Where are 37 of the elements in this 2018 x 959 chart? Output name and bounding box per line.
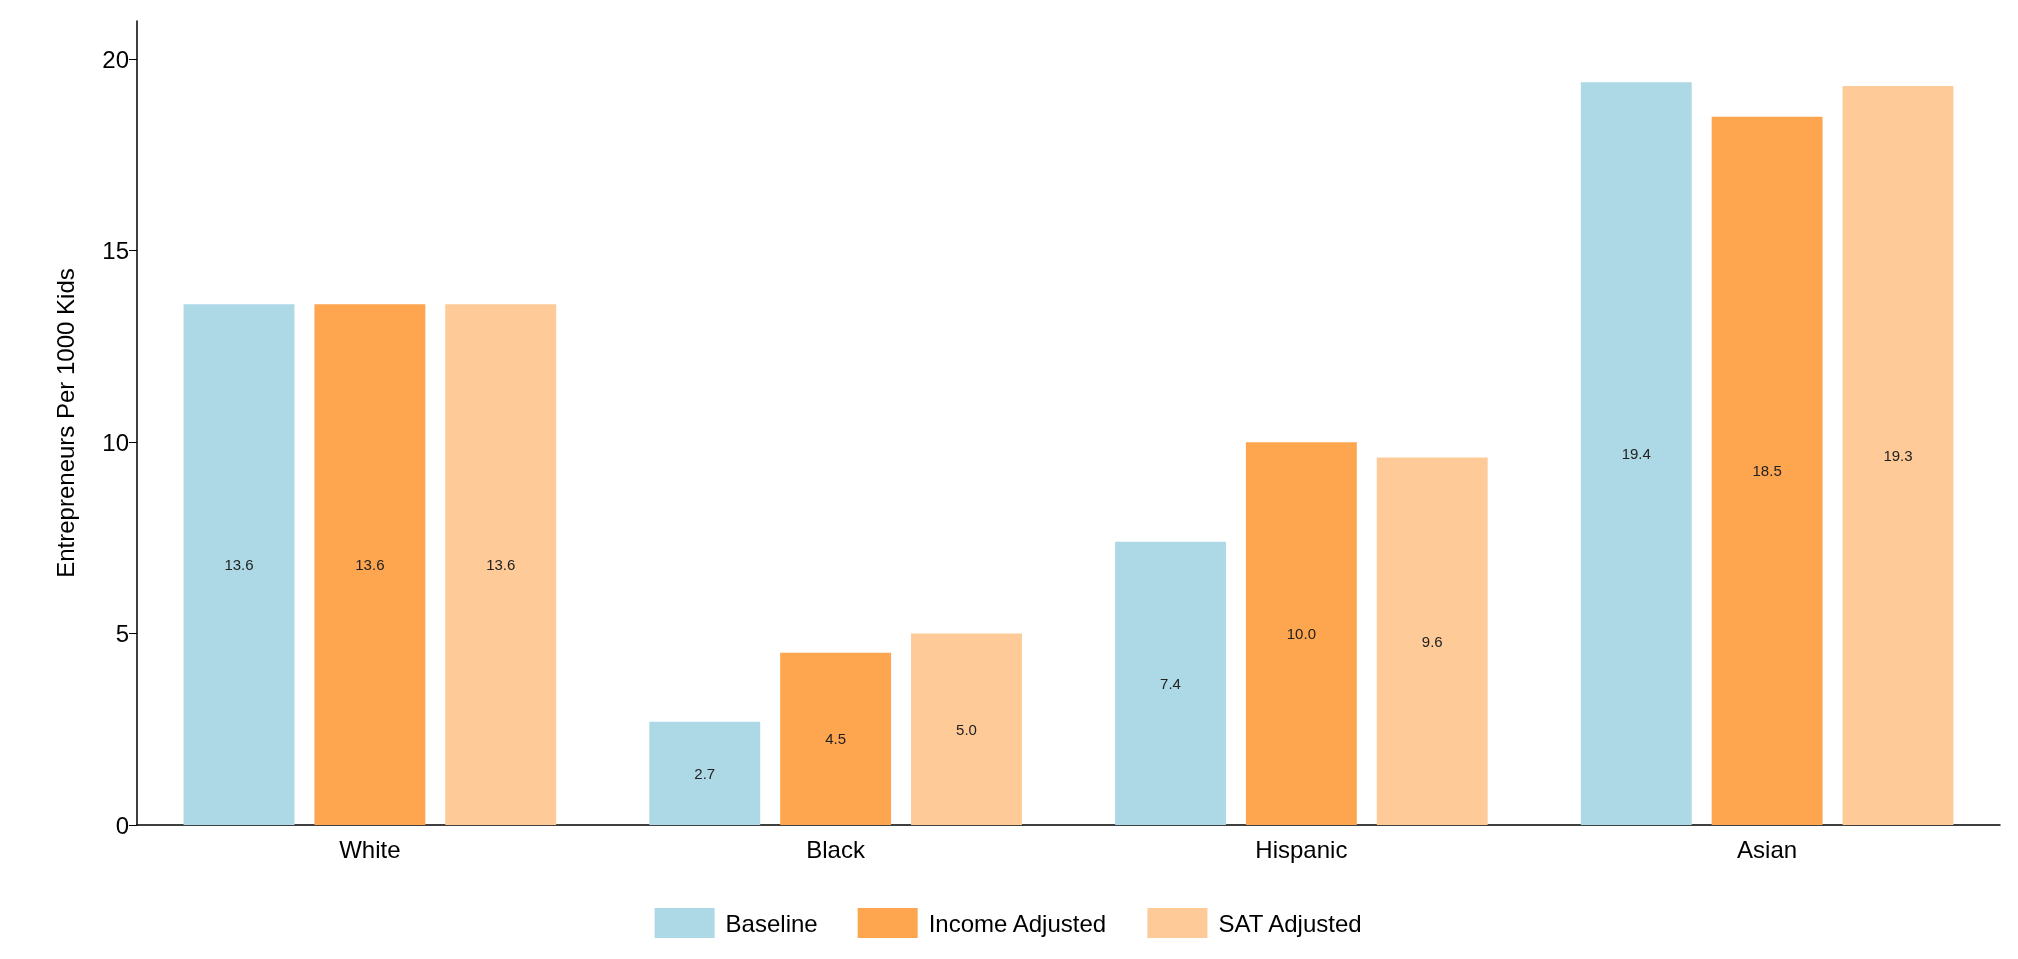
data-label: 19.3	[1883, 447, 1913, 465]
bar	[1580, 82, 1692, 825]
data-label: 9.6	[1421, 632, 1443, 650]
data-label: 10.0	[1286, 625, 1316, 643]
x-tick-label: Black	[806, 835, 866, 863]
y-tick-label: 10	[102, 428, 129, 456]
data-label: 4.5	[825, 730, 847, 748]
y-axis-title: Entrepreneurs Per 1000 Kids	[51, 268, 79, 578]
data-label: 2.7	[694, 764, 716, 782]
data-label: 13.6	[224, 556, 254, 574]
bar	[445, 304, 557, 825]
y-tick-label: 0	[115, 811, 129, 839]
data-label: 13.6	[486, 556, 516, 574]
data-label: 13.6	[355, 556, 385, 574]
bar	[780, 652, 892, 825]
data-label: 19.4	[1621, 445, 1651, 463]
data-label: 18.5	[1752, 462, 1782, 480]
bar	[649, 721, 761, 825]
data-label: 5.0	[956, 720, 977, 738]
y-tick-label: 20	[102, 45, 129, 73]
bar	[1115, 541, 1226, 825]
x-tick-label: White	[339, 835, 401, 863]
bar	[1376, 457, 1488, 825]
bar	[1842, 86, 1954, 825]
bar	[314, 304, 426, 825]
x-tick-label: Asian	[1737, 835, 1798, 863]
y-tick-label: 5	[115, 620, 129, 648]
x-tick-label: Hispanic	[1255, 835, 1348, 863]
legend-label: SAT Adjusted	[1218, 909, 1362, 937]
legend-label: Baseline	[725, 909, 818, 937]
y-tick-label: 15	[102, 237, 129, 265]
bar	[911, 633, 1022, 825]
data-label: 7.4	[1160, 674, 1181, 692]
legend-label: Income Adjusted	[928, 909, 1107, 937]
bar	[183, 304, 295, 825]
bar	[1711, 116, 1823, 825]
bar	[1245, 442, 1357, 825]
